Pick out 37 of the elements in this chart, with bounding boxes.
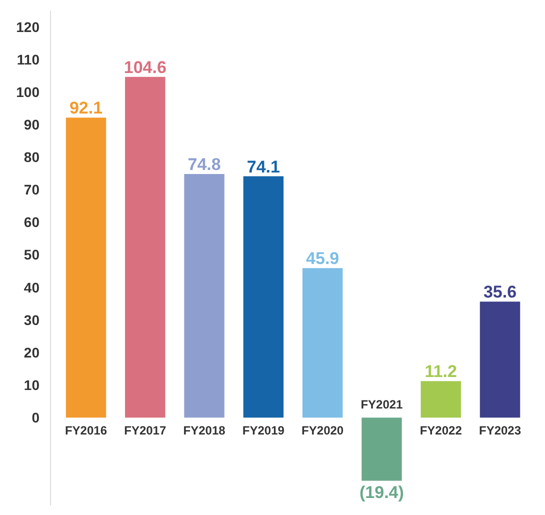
bar (66, 118, 106, 418)
y-tick-label: 100 (16, 84, 40, 100)
bar (480, 302, 520, 418)
data-label: 11.2 (424, 362, 457, 382)
x-tick-label: FY2019 (242, 424, 285, 438)
y-tick-label: 40 (24, 279, 40, 296)
y-tick-label: 90 (24, 116, 40, 132)
x-tick-label: FY2023 (479, 424, 522, 438)
bar (362, 418, 402, 481)
y-tick-label: 50 (24, 246, 40, 263)
data-label: (19.4) (360, 482, 404, 502)
data-label: 45.9 (306, 249, 340, 268)
y-tick-label: 70 (24, 182, 40, 198)
x-tick-label: FY2021 (360, 398, 404, 412)
data-label: 74.1 (246, 157, 280, 176)
y-tick-label: 10 (24, 377, 40, 394)
x-tick-label: FY2022 (420, 424, 462, 438)
x-tick-label: FY2017 (124, 424, 166, 438)
data-label: 104.6 (124, 58, 166, 77)
bar (302, 268, 343, 418)
x-tick-label: FY2020 (302, 424, 344, 438)
y-tick-label: 20 (24, 344, 40, 360)
data-label: 74.8 (188, 154, 221, 174)
y-tick-label: 0 (32, 410, 40, 426)
bar (243, 176, 284, 418)
data-label: 35.6 (483, 282, 517, 302)
y-tick-label: 80 (24, 149, 40, 166)
y-tick-label: 120 (16, 18, 40, 35)
x-tick-label: FY2016 (64, 424, 108, 438)
x-tick-label: FY2018 (183, 424, 226, 438)
bar (125, 76, 166, 418)
bar (184, 174, 224, 418)
y-tick-label: 60 (24, 214, 40, 230)
data-label: 92.1 (69, 98, 103, 118)
bar (420, 381, 461, 418)
y-tick-label: 110 (16, 51, 40, 68)
y-tick-label: 30 (24, 312, 40, 328)
